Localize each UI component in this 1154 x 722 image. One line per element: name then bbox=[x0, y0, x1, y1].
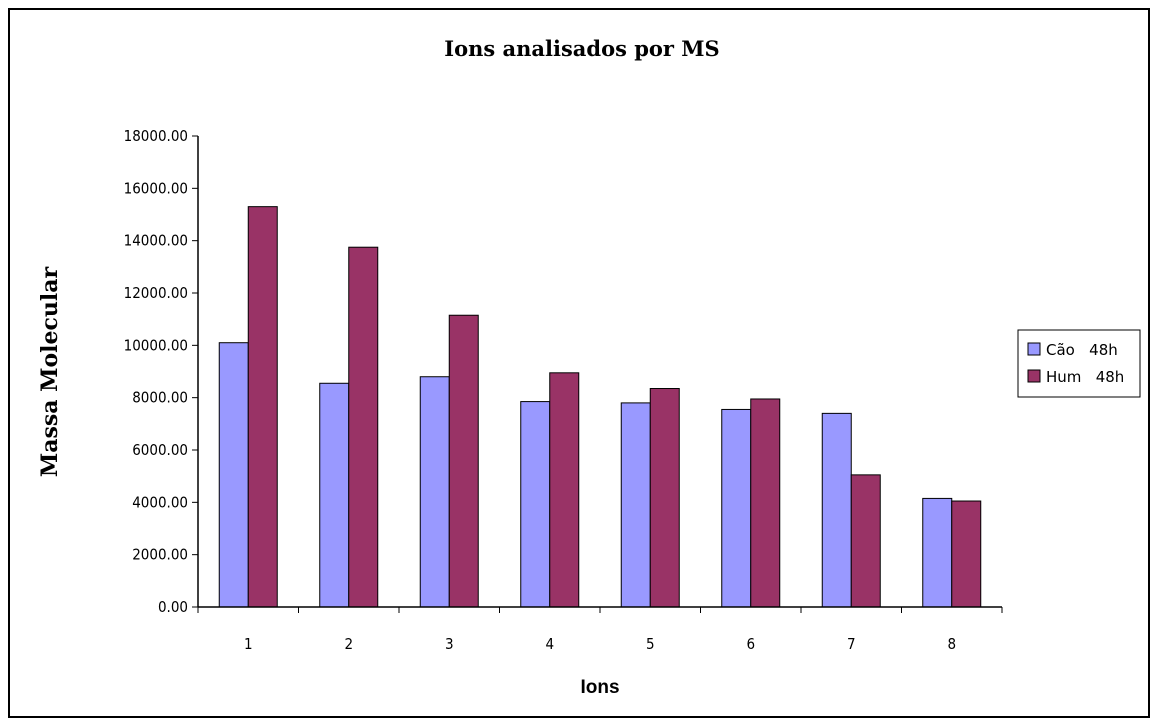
bar-hum-ion-7 bbox=[850, 474, 881, 608]
bar-cao-ion-5 bbox=[620, 402, 651, 608]
chart-title: Ions analisados por MS bbox=[444, 36, 719, 61]
bar-cao-ion-7 bbox=[821, 412, 852, 608]
y-tick-label: 18000.00 bbox=[124, 127, 188, 145]
y-tick-label: 16000.00 bbox=[124, 179, 188, 197]
x-tick-label: 4 bbox=[545, 635, 554, 653]
y-tick-label: 2000.00 bbox=[132, 546, 188, 564]
x-tick-labels: 1 2 3 4 5 6 7 8 bbox=[244, 635, 956, 653]
bar-hum-ion-1 bbox=[247, 206, 278, 608]
y-tick-label: 14000.00 bbox=[124, 232, 188, 250]
bar-cao-ion-2 bbox=[319, 382, 350, 608]
x-tick-label: 2 bbox=[344, 635, 353, 653]
bar-hum-ion-6 bbox=[750, 398, 781, 608]
legend: Cão 48h Hum 48h bbox=[1017, 329, 1141, 398]
y-tick-label: 0.00 bbox=[158, 598, 188, 616]
x-tick-label: 8 bbox=[947, 635, 956, 653]
y-tick-labels: 0.00 2000.00 4000.00 6000.00 8000.00 10000.00… bbox=[124, 127, 188, 616]
bar-cao-ion-1 bbox=[218, 342, 249, 608]
bar-hum-ion-4 bbox=[549, 372, 580, 608]
y-tick-label: 12000.00 bbox=[124, 284, 188, 302]
y-axis-label: Massa Molecular bbox=[37, 266, 63, 477]
axes-group bbox=[192, 135, 1003, 613]
x-tick-label: 7 bbox=[847, 635, 856, 653]
y-tick-label: 10000.00 bbox=[124, 336, 188, 354]
x-tick-label: 1 bbox=[244, 635, 253, 653]
legend-entry: Hum 48h bbox=[1046, 368, 1124, 386]
legend-swatch bbox=[1027, 342, 1041, 356]
x-axis-label: Ions bbox=[580, 677, 619, 698]
bar-cao-ion-6 bbox=[721, 408, 752, 608]
legend-box bbox=[1017, 329, 1141, 398]
y-tick-label: 4000.00 bbox=[132, 493, 188, 511]
y-tick-label: 8000.00 bbox=[132, 389, 188, 407]
bar-cao-ion-8 bbox=[922, 497, 953, 608]
x-tick-label: 5 bbox=[646, 635, 655, 653]
bar-hum-ion-5 bbox=[649, 388, 680, 608]
bar-cao-ion-3 bbox=[419, 376, 450, 608]
bar-cao-ion-4 bbox=[520, 401, 551, 608]
bar-hum-ion-3 bbox=[448, 314, 479, 608]
x-tick-label: 6 bbox=[746, 635, 755, 653]
y-tick-label: 6000.00 bbox=[132, 441, 188, 459]
legend-swatch bbox=[1027, 369, 1041, 383]
bars-group bbox=[218, 206, 982, 608]
legend-entry: Cão 48h bbox=[1046, 341, 1118, 359]
x-tick-label: 3 bbox=[445, 635, 454, 653]
bar-hum-ion-2 bbox=[348, 246, 379, 608]
bar-hum-ion-8 bbox=[951, 500, 982, 608]
